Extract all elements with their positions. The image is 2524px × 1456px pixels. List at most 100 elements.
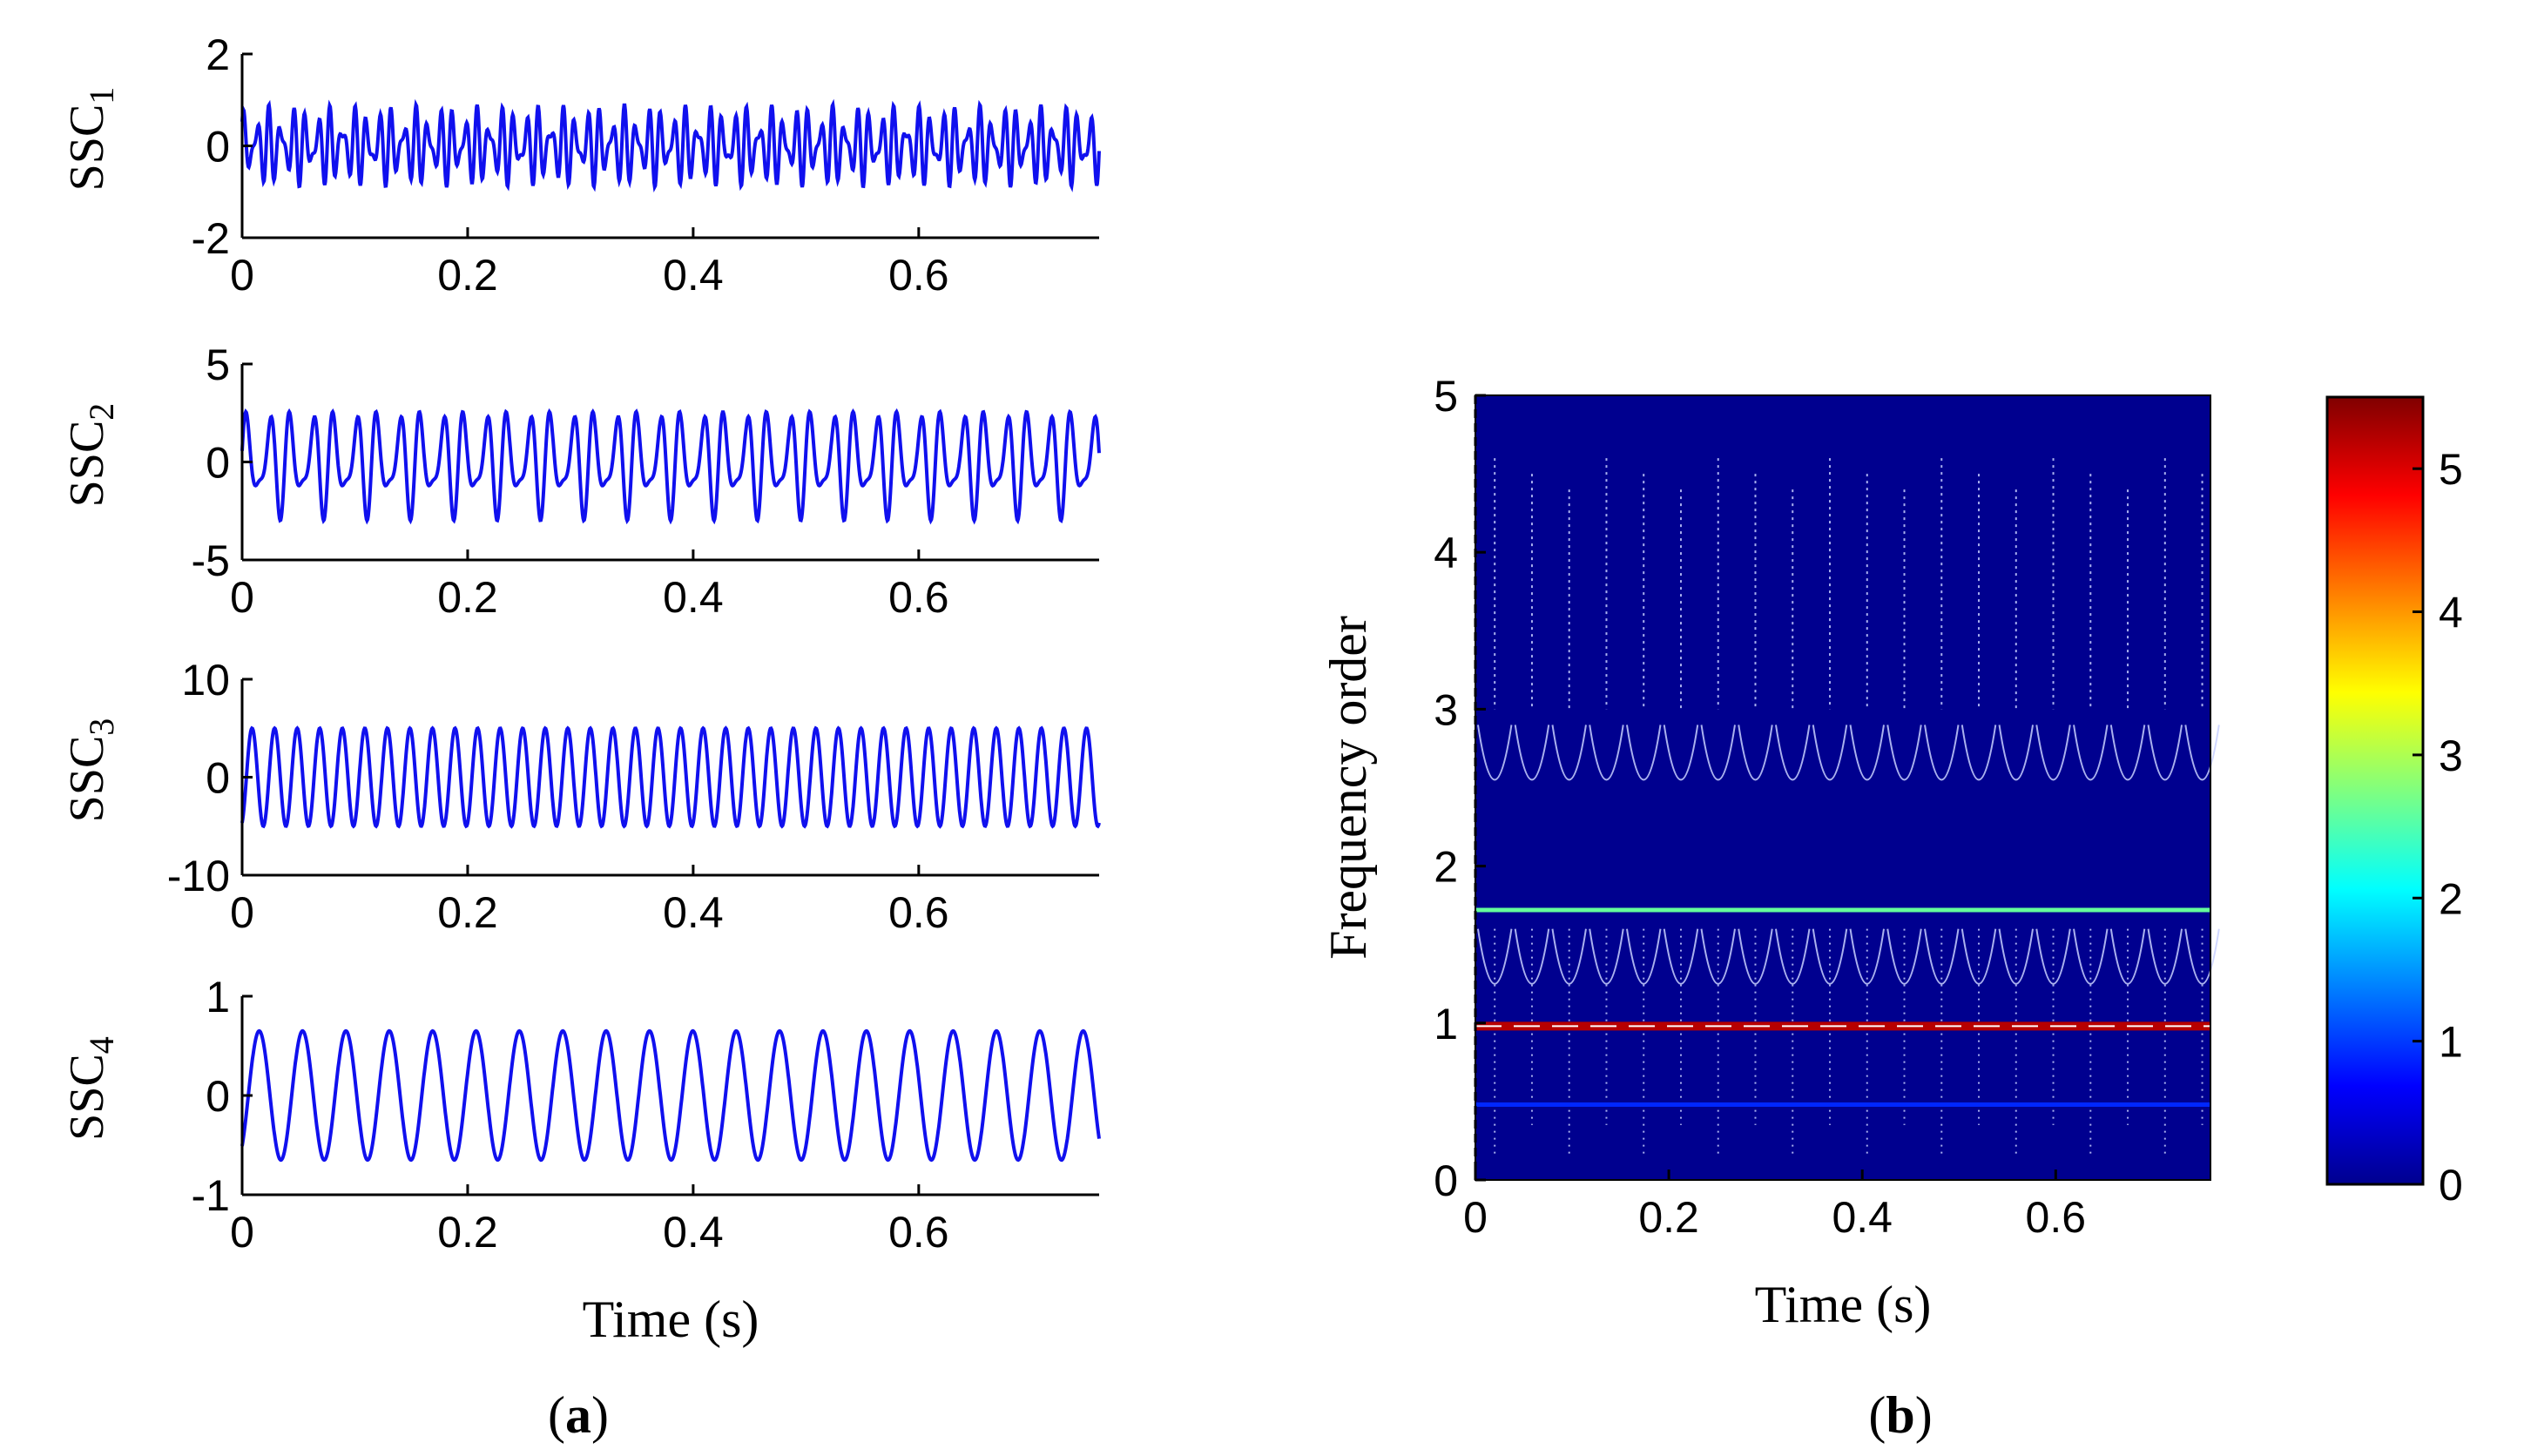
streak-lower-lobe: [1812, 928, 1848, 985]
heatmap-y-tick-label: 3: [1434, 685, 1458, 734]
ssc4-y-label-sub: 4: [82, 1036, 121, 1054]
ssc3-y-tick-label: 0: [206, 754, 230, 803]
streak-lobe: [1476, 725, 1513, 781]
ssc4-x-tick-label: 0.2: [437, 1208, 498, 1257]
ssc1-y-label-main: SSC: [60, 104, 114, 192]
streak-lower-lobe: [1476, 928, 1513, 985]
ssc3-y-tick-label: -10: [167, 852, 230, 900]
ssc4-x-axis-label: Time (s): [583, 1291, 759, 1348]
streak-lobe: [1514, 725, 1550, 781]
streak-lobe: [1998, 725, 2035, 781]
streak-lower-lobe: [1775, 928, 1811, 985]
streak-lower-lobe: [1849, 928, 1885, 985]
ssc1-x-tick-label: 0: [230, 251, 254, 300]
ssc2-x-tick-label: 0.6: [888, 573, 949, 622]
ssc4-y-tick-label: 0: [206, 1072, 230, 1121]
streak-lower-lobe: [2184, 928, 2220, 985]
heatmap-y-tick-label: 5: [1434, 372, 1458, 421]
streak-lower-lobe: [1514, 928, 1550, 985]
panel-label-b: (b): [1868, 1386, 1932, 1444]
ssc1-y-label-sub: 1: [82, 87, 121, 104]
streak-lobe: [1849, 725, 1885, 781]
colorbar-tick-label: 4: [2439, 589, 2463, 637]
ssc4-y-tick-label: -1: [192, 1171, 230, 1220]
streak-lobe: [1626, 725, 1662, 781]
ssc2-y-axis-label: SSC2: [60, 403, 121, 508]
ssc4-x-tick-label: 0.4: [663, 1208, 724, 1257]
streak-lobe: [1551, 725, 1587, 781]
ssc4-x-tick-label: 0: [230, 1208, 254, 1257]
streak-lobe: [1738, 725, 1773, 781]
streak-lower-lobe: [2073, 928, 2109, 985]
ssc3-x-tick-label: 0.4: [663, 888, 724, 937]
colorbar-tick-label: 0: [2439, 1161, 2463, 1210]
ssc3-x-tick-label: 0: [230, 888, 254, 937]
streak-lower-lobe: [1960, 928, 1997, 985]
ssc1-x-tick-label: 0.2: [437, 251, 498, 300]
ssc2-y-tick-label: -5: [192, 536, 230, 585]
ssc4-y-label-main: SSC: [60, 1054, 114, 1141]
streak-lobe: [2035, 725, 2071, 781]
ssc3-x-tick-label: 0.2: [437, 888, 498, 937]
panel-label-a: (a): [548, 1386, 609, 1444]
streak-lower-lobe: [1924, 928, 1960, 985]
heatmap-x-axis-label: Time (s): [1755, 1276, 1932, 1333]
streak-lobe: [2073, 725, 2109, 781]
heatmap-y-tick-label: 0: [1434, 1156, 1458, 1205]
ssc1-x-tick-label: 0.4: [663, 251, 724, 300]
streak-lobe: [2184, 725, 2220, 781]
ssc2-x-tick-label: 0.4: [663, 573, 724, 622]
heatmap-y-tick-label: 1: [1434, 1000, 1458, 1048]
colorbar: 0 1 2 3 4 5: [2325, 395, 2463, 1210]
streak-lower-lobe: [2147, 928, 2183, 985]
streak-lobe: [1589, 725, 1624, 781]
heatmap-x-tick-label: 0.4: [1832, 1193, 1893, 1242]
heatmap-y-axis-label: Frequency order: [1319, 616, 1377, 960]
ssc4-y-axis-label: SSC4: [60, 1036, 121, 1141]
streak-lower-lobe: [2035, 928, 2071, 985]
colorbar-tick-label: 5: [2439, 445, 2463, 494]
ssc3-y-label-main: SSC: [60, 736, 114, 823]
heatmap-y-tick-label: 2: [1434, 843, 1458, 892]
ssc4-x-tick-label: 0.6: [888, 1208, 949, 1257]
streak-lobe: [1775, 725, 1811, 781]
ssc2-y-label-main: SSC: [60, 421, 114, 508]
ssc3-y-tick-label: 10: [181, 656, 230, 704]
heatmap-x-tick-label: 0: [1463, 1193, 1488, 1242]
heatmap-background: [1475, 395, 2210, 1180]
ssc2-signal-line: [240, 408, 1101, 525]
ssc2-x-tick-label: 0: [230, 573, 254, 622]
colorbar-tick-label: 3: [2439, 731, 2463, 780]
streak-lobe: [1886, 725, 1922, 781]
streak-lobe: [1812, 725, 1848, 781]
streak-lower-lobe: [1998, 928, 2035, 985]
streak-lower-lobe: [1551, 928, 1587, 985]
colorbar-gradient: [2325, 395, 2425, 1186]
ssc1-y-tick-label: 0: [206, 123, 230, 172]
ssc1-y-tick-label: 2: [206, 30, 230, 79]
streak-lower-lobe: [1738, 928, 1773, 985]
colorbar-tick-label: 1: [2439, 1018, 2463, 1067]
ssc4-y-tick-label: 1: [206, 973, 230, 1021]
streak-lower-lobe: [1663, 928, 1699, 985]
streak-lobe: [2109, 725, 2146, 781]
ssc3-x-tick-label: 0.6: [888, 888, 949, 937]
heatmap-y-tick-label: 4: [1434, 529, 1458, 577]
ssc1-x-tick-label: 0.6: [888, 251, 949, 300]
ssc2-y-tick-label: 5: [206, 340, 230, 389]
streak-lower-lobe: [1700, 928, 1736, 985]
ssc2-y-tick-label: 0: [206, 439, 230, 488]
streak-lower-lobe: [1589, 928, 1624, 985]
ssc2-y-label-sub: 2: [82, 403, 121, 421]
ssc3-y-axis-label: SSC3: [60, 718, 121, 823]
ssc2-x-tick-label: 0.2: [437, 573, 498, 622]
heatmap: 0 0.2 0.4 0.6 0 1 2 3 4 5 Time (s) Frequency order: [1319, 372, 2220, 1333]
ssc3-signal-line: [240, 725, 1101, 829]
ssc3-y-label-sub: 3: [82, 718, 121, 736]
